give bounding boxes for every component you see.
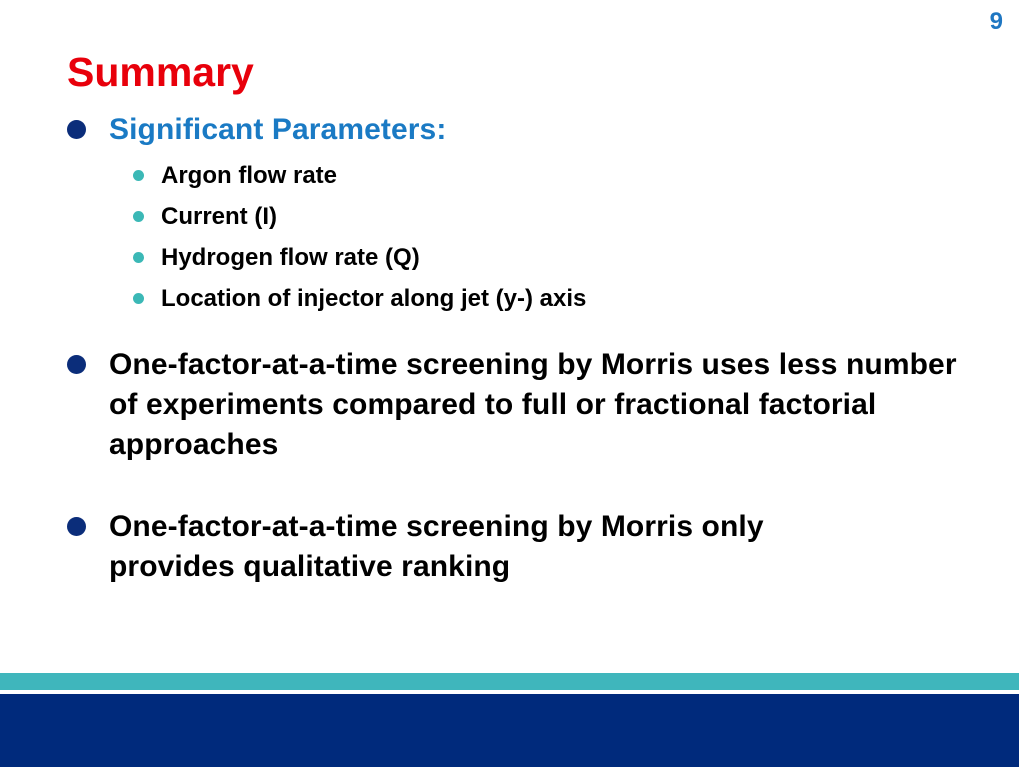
significant-parameters-heading: Significant Parameters: (109, 113, 447, 146)
bullet-dot-icon (67, 355, 86, 374)
morris-qualitative-text: One-factor-at-a-time screening by Morris… (109, 510, 764, 583)
sub-bullet-dot-icon (133, 170, 144, 181)
list-item-text: Location of injector along jet (y-) axis (161, 284, 587, 312)
morris-fewer-experiments-text: One-factor-at-a-time screening by Morris… (109, 348, 957, 461)
bullet-morris-qualitative: One-factor-at-a-time screening by Morris… (67, 507, 967, 587)
significant-parameters-list: Argon flow rate Current (I) Hydrogen flo… (133, 155, 586, 319)
bullet-dot-icon (67, 517, 86, 536)
list-item: Argon flow rate (133, 155, 586, 196)
list-item: Location of injector along jet (y-) axis (133, 278, 586, 319)
sub-bullet-dot-icon (133, 252, 144, 263)
list-item-text: Argon flow rate (161, 161, 338, 189)
bullet-significant-parameters: Significant Parameters: (67, 110, 446, 150)
slide-title: Summary (67, 49, 254, 95)
slide-number: 9 (989, 8, 1003, 35)
list-item: Current (I) (133, 196, 586, 237)
list-item: Hydrogen flow rate (Q) (133, 237, 586, 278)
footer-navy-band (0, 694, 1019, 767)
list-item-text: Current (I) (161, 202, 277, 230)
bullet-morris-fewer-experiments: One-factor-at-a-time screening by Morris… (67, 345, 967, 465)
sub-bullet-dot-icon (133, 293, 144, 304)
list-item-text: Hydrogen flow rate (Q) (161, 243, 420, 271)
sub-bullet-dot-icon (133, 211, 144, 222)
footer-teal-band (0, 673, 1019, 690)
bullet-dot-icon (67, 120, 86, 139)
